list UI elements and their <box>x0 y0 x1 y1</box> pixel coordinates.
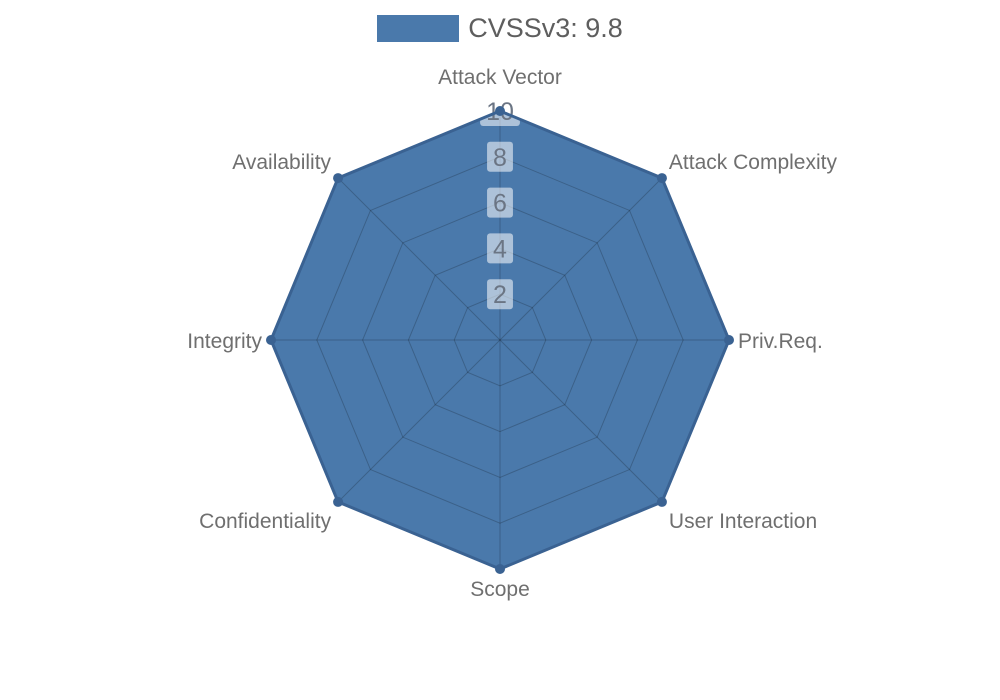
radial-tick-label: 8 <box>493 144 507 172</box>
legend-label: CVSSv3: 9.8 <box>468 13 623 43</box>
axis-label-availability: Availability <box>232 151 331 174</box>
grid-spoke <box>499 339 663 503</box>
radial-tick-label-bg <box>487 279 513 310</box>
axis-label-attack-vector: Attack Vector <box>438 66 562 89</box>
grid-ring <box>453 293 547 387</box>
radial-tick-label-bg <box>487 233 514 264</box>
series-vertex-marker <box>724 335 734 345</box>
axis-label-attack-complexity: Attack Complexity <box>669 151 838 174</box>
axis-label-confidentiality: Confidentiality <box>199 510 331 533</box>
radial-tick-label-bg <box>487 187 513 218</box>
axis-label-priv-req: Priv.Req. <box>738 330 823 353</box>
axis-label-user-interaction: User Interaction <box>669 510 817 533</box>
grid-ring <box>407 247 593 433</box>
radial-tick-label: 2 <box>493 281 507 309</box>
grid-ring <box>362 202 638 478</box>
series-vertex-marker <box>333 496 344 507</box>
grid-spoke <box>337 339 501 503</box>
radial-tick-label-bg <box>487 141 513 172</box>
grid-spoke <box>337 177 501 341</box>
legend-item-cvssv3[interactable]: CVSSv3: 9.8 <box>377 15 623 42</box>
series-vertex-marker <box>333 173 344 184</box>
radial-tick-label: 6 <box>493 190 507 218</box>
axis-label-scope: Scope <box>470 578 530 601</box>
series-vertex-marker <box>656 496 667 507</box>
legend: CVSSv3: 9.8 <box>0 15 1000 42</box>
series-vertex-marker <box>495 564 505 574</box>
series-vertex-marker <box>266 335 276 345</box>
series-area <box>271 111 729 569</box>
series-vertex-marker <box>656 173 667 184</box>
grid-ring <box>316 156 684 524</box>
grid-spoke <box>499 177 663 341</box>
radial-tick-label: 4 <box>493 235 507 263</box>
axis-label-integrity: Integrity <box>187 330 262 353</box>
legend-swatch <box>377 15 460 42</box>
series-vertex-marker <box>495 106 505 116</box>
